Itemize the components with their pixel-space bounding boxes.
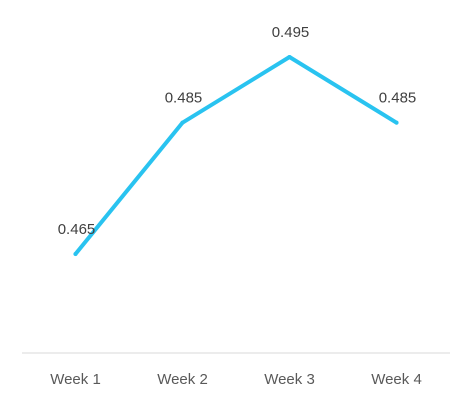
data-label-layer: 0.465 0.485 0.495 0.485 — [58, 24, 417, 238]
series-layer — [73, 55, 399, 256]
data-label: 0.485 — [165, 90, 203, 107]
x-tick-label: Week 4 — [371, 371, 422, 388]
data-label: 0.495 — [272, 24, 310, 41]
data-point — [394, 120, 399, 125]
series-line — [73, 55, 399, 256]
x-tick-label: Week 3 — [264, 371, 315, 388]
data-label: 0.465 — [58, 221, 96, 238]
x-tick-label: Week 2 — [157, 371, 208, 388]
x-tick-label: Week 1 — [50, 371, 101, 388]
x-tick-label-layer: Week 1 Week 2 Week 3 Week 4 — [50, 371, 422, 388]
data-point — [180, 120, 185, 125]
data-point — [73, 252, 78, 256]
data-point — [287, 55, 292, 59]
data-label: 0.485 — [379, 90, 417, 107]
